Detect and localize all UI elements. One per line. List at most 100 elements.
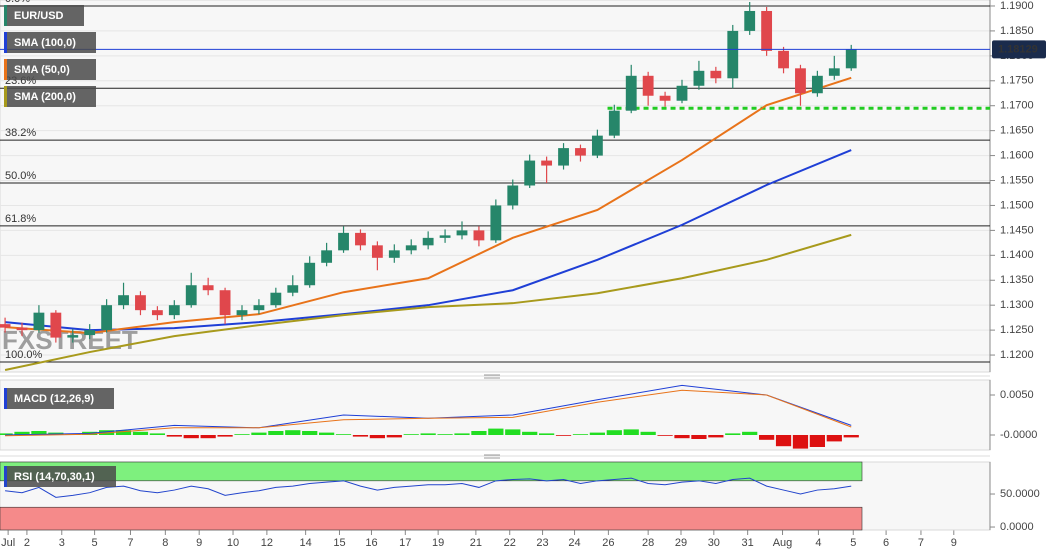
candle-body <box>422 237 434 246</box>
x-tick-label: 22 <box>504 537 516 549</box>
legend-box <box>4 388 114 409</box>
candle-body <box>778 50 789 69</box>
histogram-bar <box>454 433 470 435</box>
x-tick-label: 16 <box>365 537 377 549</box>
legend-box <box>4 5 84 26</box>
x-tick-label: 6 <box>883 537 889 549</box>
candle-body <box>761 10 773 51</box>
candle-body <box>811 75 823 94</box>
last-price-label: 1.18129 <box>998 43 1038 55</box>
histogram-bar <box>200 435 216 439</box>
x-tick-label: 7 <box>127 537 133 549</box>
candle-body <box>33 312 45 331</box>
x-tick-label: 17 <box>399 537 411 549</box>
y-tick-label: 1.1500 <box>1000 199 1034 211</box>
histogram-bar <box>606 430 622 435</box>
histogram-bar <box>369 435 385 439</box>
histogram-bar <box>708 435 724 438</box>
legend-stripe <box>4 59 7 80</box>
legend-label: SMA (50,0) <box>14 64 70 76</box>
indicator-line <box>4 233 852 371</box>
histogram-bar <box>115 430 132 435</box>
candle-body <box>524 160 536 186</box>
legend-stripe <box>4 32 7 53</box>
y-tick-label: 1.1350 <box>1000 274 1034 286</box>
histogram-bar <box>505 429 521 435</box>
candle-body <box>558 148 569 166</box>
legend-box <box>4 59 96 80</box>
histogram-bar <box>31 431 47 435</box>
candle-body <box>591 135 603 156</box>
y-tick-label: 1.1650 <box>1000 125 1034 137</box>
moving-averages <box>4 76 852 371</box>
x-tick-label: 7 <box>918 537 924 549</box>
candle-body <box>151 310 163 316</box>
x-tick-label: 29 <box>675 537 687 549</box>
legend-label: EUR/USD <box>14 10 64 22</box>
candle-body <box>321 250 333 263</box>
candle-body <box>202 285 214 291</box>
candle-body <box>0 324 11 328</box>
y-tick-label: 1.1700 <box>1000 100 1034 112</box>
candle-body <box>16 327 28 331</box>
legend-box <box>4 86 96 107</box>
y-tick-label: 1.1750 <box>1000 75 1034 87</box>
histogram-bar <box>640 431 656 435</box>
y-tick-label: 1.1200 <box>1000 349 1034 361</box>
histogram-bar <box>572 434 589 435</box>
histogram-bar <box>0 433 13 435</box>
candle-body <box>490 205 502 241</box>
candle-body <box>168 305 180 316</box>
y-tick-label: 1.1450 <box>1000 224 1034 236</box>
x-tick-label: Aug <box>773 537 793 549</box>
histogram-bar <box>522 431 538 435</box>
y-tick-label: 1.1250 <box>1000 324 1034 336</box>
histogram-bar <box>335 434 352 435</box>
histogram-bar <box>589 432 605 435</box>
candle-body <box>371 245 383 258</box>
histogram-bar <box>403 434 419 435</box>
x-tick-label: 21 <box>470 537 482 549</box>
histogram-bar <box>775 435 792 447</box>
legend-stripe <box>4 466 7 487</box>
histogram-bar <box>539 433 555 435</box>
x-tick-label: 2 <box>24 537 30 549</box>
histogram-bar <box>843 435 859 438</box>
indicator-line <box>5 76 852 335</box>
candle-body <box>693 70 705 86</box>
x-tick-label: 26 <box>602 537 614 549</box>
x-tick-label: 31 <box>742 537 754 549</box>
x-tick-label: 3 <box>59 537 65 549</box>
x-tick-label: 24 <box>568 537 580 549</box>
candle-body <box>541 160 553 166</box>
legend-stripe <box>4 86 7 107</box>
candle-body <box>253 305 265 311</box>
histogram-bar <box>488 428 504 435</box>
indicator-line <box>5 389 852 437</box>
candle-body <box>287 285 299 293</box>
histogram-bar <box>285 430 301 435</box>
candle-body <box>50 312 62 338</box>
candle-body <box>439 235 451 238</box>
histogram-bar <box>674 435 690 439</box>
candle-body <box>236 310 248 316</box>
panel-background <box>0 0 991 373</box>
candle-body <box>388 250 400 258</box>
histogram-bar <box>691 435 707 439</box>
candle-body <box>270 292 282 306</box>
candle-body <box>219 290 231 316</box>
x-tick-label: 19 <box>432 537 444 549</box>
candle-body <box>659 95 671 101</box>
histogram-bar <box>352 435 369 437</box>
candle-body <box>727 30 739 79</box>
histogram-bar <box>268 431 284 435</box>
candle-body <box>473 230 485 241</box>
histogram-bar <box>183 435 199 439</box>
y-tick-label: 0.0000 <box>1000 521 1034 533</box>
y-tick-label: 1.1600 <box>1000 149 1034 161</box>
indicator-line <box>4 149 852 332</box>
x-tick-label: 30 <box>708 537 720 549</box>
histogram-bar <box>725 433 741 435</box>
candle-body <box>575 148 586 156</box>
